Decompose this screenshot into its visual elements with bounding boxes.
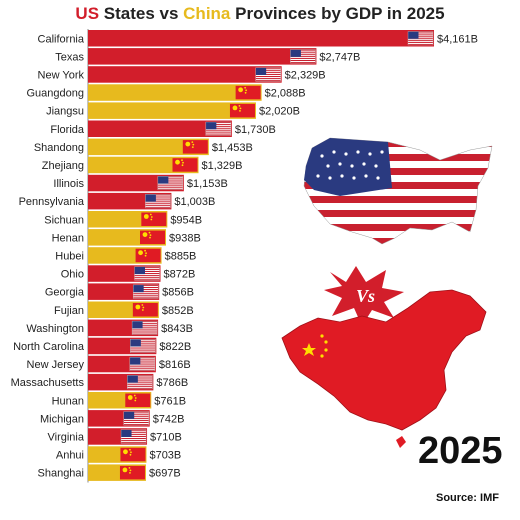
category-label: Ohio bbox=[61, 269, 84, 281]
value-label: $938B bbox=[169, 232, 201, 244]
us-flag-icon bbox=[134, 266, 160, 281]
us-flag-icon bbox=[205, 121, 232, 136]
category-label: Henan bbox=[52, 232, 84, 244]
china-flag-icon bbox=[139, 230, 165, 245]
category-label: Sichuan bbox=[44, 214, 84, 226]
bar-jiangsu bbox=[88, 102, 256, 119]
value-label: $1,003B bbox=[174, 196, 215, 208]
china-flag-icon bbox=[235, 85, 261, 100]
us-flag-icon bbox=[129, 357, 156, 371]
us-flag-icon bbox=[290, 49, 316, 64]
us-flag-icon bbox=[407, 31, 434, 46]
bar-texas bbox=[88, 48, 317, 65]
bar-florida bbox=[88, 120, 232, 137]
value-label: $885B bbox=[165, 250, 197, 262]
value-label: $2,329B bbox=[285, 69, 326, 81]
us-flag-icon bbox=[132, 284, 159, 299]
category-label: Hunan bbox=[52, 395, 84, 407]
vs-text: Vs bbox=[356, 286, 375, 306]
usa-map-image bbox=[303, 137, 493, 245]
category-label: Anhui bbox=[56, 450, 84, 462]
category-label: Pennsylvania bbox=[19, 196, 85, 208]
category-label: California bbox=[38, 33, 85, 45]
chart-title: US States vs China Provinces by GDP in 2… bbox=[0, 4, 520, 24]
title-mid-2: Provinces by GDP in 2025 bbox=[230, 4, 445, 23]
value-label: $954B bbox=[170, 214, 202, 226]
category-label: Shanghai bbox=[38, 468, 85, 480]
title-us: US bbox=[75, 4, 100, 23]
category-label: Fujian bbox=[54, 305, 84, 317]
year-badge: 2025 bbox=[418, 430, 503, 472]
china-flag-icon bbox=[135, 248, 161, 263]
us-flag-icon bbox=[145, 194, 171, 209]
value-label: $1,730B bbox=[235, 124, 276, 136]
bar-california bbox=[88, 30, 434, 47]
value-label: $710B bbox=[150, 431, 182, 443]
category-label: North Carolina bbox=[13, 341, 85, 353]
category-label: Georgia bbox=[45, 287, 85, 299]
title-china: China bbox=[183, 4, 231, 23]
category-label: Michigan bbox=[40, 413, 84, 425]
value-label: $2,088B bbox=[265, 88, 306, 100]
us-flag-icon bbox=[120, 429, 147, 444]
category-label: Massachusetts bbox=[11, 377, 85, 389]
china-flag-icon bbox=[132, 303, 158, 317]
source-note: Source: IMF bbox=[436, 492, 499, 504]
vs-badge: Vs bbox=[324, 266, 404, 326]
us-flag-icon bbox=[127, 375, 153, 390]
value-label: $2,020B bbox=[259, 106, 300, 118]
value-label: $822B bbox=[159, 341, 191, 353]
category-label: New Jersey bbox=[27, 359, 85, 371]
bar-new-york bbox=[88, 66, 282, 83]
value-label: $856B bbox=[162, 287, 194, 299]
value-label: $761B bbox=[154, 395, 186, 407]
us-flag-icon bbox=[123, 411, 149, 426]
china-flag-icon bbox=[119, 465, 145, 480]
value-label: $4,161B bbox=[437, 33, 478, 45]
us-flag-icon bbox=[255, 67, 281, 82]
china-flag-icon bbox=[172, 158, 198, 172]
china-flag-icon bbox=[125, 393, 151, 407]
us-flag-icon bbox=[157, 176, 184, 191]
category-label: New York bbox=[38, 69, 85, 81]
category-label: Washington bbox=[26, 323, 84, 335]
value-label: $816B bbox=[159, 359, 191, 371]
china-map-image bbox=[281, 289, 487, 448]
value-label: $703B bbox=[149, 450, 181, 462]
category-label: Shandong bbox=[34, 142, 84, 154]
bar-shandong bbox=[88, 138, 209, 156]
category-label: Illinois bbox=[53, 178, 84, 190]
china-flag-icon bbox=[141, 212, 167, 226]
value-label: $1,453B bbox=[212, 142, 253, 154]
value-label: $742B bbox=[153, 413, 185, 425]
category-label: Zhejiang bbox=[42, 160, 84, 172]
value-label: $697B bbox=[149, 468, 181, 480]
value-label: $2,747B bbox=[319, 51, 360, 63]
category-label: Texas bbox=[55, 51, 84, 63]
value-label: $1,329B bbox=[202, 160, 243, 172]
category-label: Virginia bbox=[48, 431, 85, 443]
china-flag-icon bbox=[229, 103, 255, 118]
value-label: $872B bbox=[164, 269, 196, 281]
china-flag-icon bbox=[182, 140, 208, 154]
value-label: $843B bbox=[161, 323, 193, 335]
value-label: $786B bbox=[156, 377, 188, 389]
category-label: Florida bbox=[50, 124, 85, 136]
category-label: Jiangsu bbox=[46, 106, 84, 118]
title-mid-1: States vs bbox=[99, 4, 184, 23]
bar-guangdong bbox=[88, 84, 262, 101]
bar-zhejiang bbox=[88, 156, 199, 174]
us-flag-icon bbox=[131, 320, 158, 335]
us-flag-icon bbox=[130, 339, 156, 353]
china-flag-icon bbox=[120, 447, 146, 462]
category-label: Hubei bbox=[55, 250, 84, 262]
category-label: Guangdong bbox=[27, 88, 85, 100]
value-label: $852B bbox=[162, 305, 194, 317]
value-label: $1,153B bbox=[187, 178, 228, 190]
